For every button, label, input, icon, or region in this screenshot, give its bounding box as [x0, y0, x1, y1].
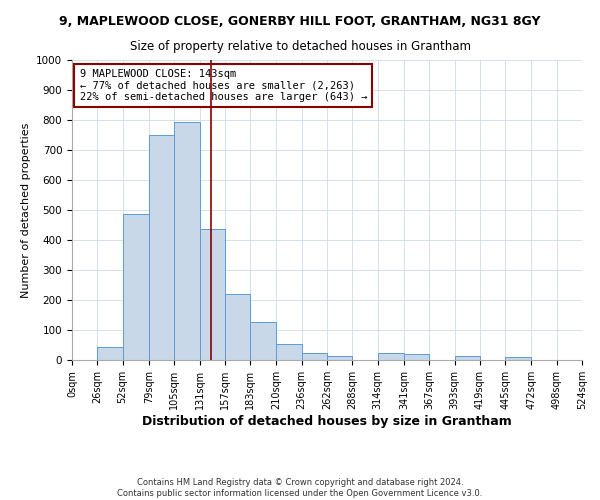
- Bar: [455, 356, 480, 360]
- X-axis label: Distribution of detached houses by size in Grantham: Distribution of detached houses by size …: [142, 414, 512, 428]
- Bar: [149, 136, 174, 360]
- Bar: [377, 352, 404, 360]
- Bar: [327, 356, 352, 360]
- Bar: [404, 354, 429, 360]
- Bar: [505, 357, 532, 360]
- Bar: [174, 122, 200, 360]
- Y-axis label: Number of detached properties: Number of detached properties: [20, 122, 31, 298]
- Text: 9 MAPLEWOOD CLOSE: 143sqm
← 77% of detached houses are smaller (2,263)
22% of se: 9 MAPLEWOOD CLOSE: 143sqm ← 77% of detac…: [80, 69, 367, 102]
- Text: 9, MAPLEWOOD CLOSE, GONERBY HILL FOOT, GRANTHAM, NG31 8GY: 9, MAPLEWOOD CLOSE, GONERBY HILL FOOT, G…: [59, 15, 541, 28]
- Text: Contains HM Land Registry data © Crown copyright and database right 2024.
Contai: Contains HM Land Registry data © Crown c…: [118, 478, 482, 498]
- Bar: [302, 352, 327, 360]
- Bar: [122, 214, 149, 360]
- Text: Size of property relative to detached houses in Grantham: Size of property relative to detached ho…: [130, 40, 470, 53]
- Bar: [97, 347, 122, 360]
- Bar: [199, 229, 225, 360]
- Bar: [277, 344, 302, 360]
- Bar: [250, 322, 277, 360]
- Bar: [225, 294, 250, 360]
